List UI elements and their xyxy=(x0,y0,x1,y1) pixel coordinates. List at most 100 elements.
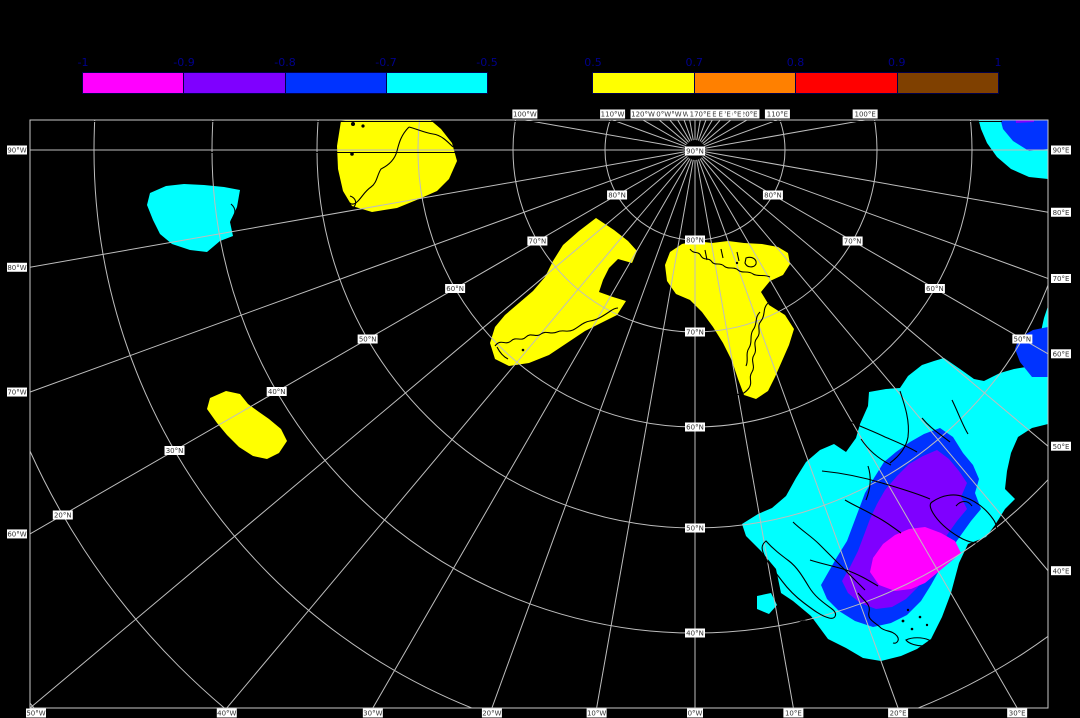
coast-svalbard-fjord-2 xyxy=(720,248,724,259)
region-siberia-corner-blue xyxy=(1000,120,1048,151)
island-dot xyxy=(918,615,922,619)
label-box xyxy=(685,146,705,156)
label-text: 70°W xyxy=(7,389,26,397)
label-box xyxy=(266,387,287,396)
colorbar-positive: 0.5 0.7 0.8 0.9 1 xyxy=(584,56,1002,94)
label-box xyxy=(1051,566,1071,576)
coast-svalbard-fjords xyxy=(689,248,771,278)
parallel-label: 60°N xyxy=(924,284,945,293)
meridian-label: 80°E xyxy=(1051,207,1071,217)
coast-border-1 xyxy=(848,420,918,453)
colorbar-tick-label: -0.8 xyxy=(274,56,296,69)
island-dot xyxy=(521,348,525,352)
map-labels: 180°W170°W160°W150°W140°W130°W120°W110°W… xyxy=(7,109,1071,718)
label-box xyxy=(362,708,383,718)
coast-border-3 xyxy=(889,390,909,464)
label-text: 70°N xyxy=(686,329,704,337)
meridian-line xyxy=(30,156,688,708)
meridian-label: 100°E xyxy=(852,109,878,119)
meridian-label: 50°W xyxy=(26,708,46,718)
label-box xyxy=(7,529,27,539)
label-box xyxy=(687,708,703,718)
parallel-label: 50°N xyxy=(1012,334,1033,344)
meridian-label: 110°W xyxy=(600,109,626,119)
colorbar-tick-label: -0.9 xyxy=(173,56,195,69)
label-text: 10°W xyxy=(587,710,606,718)
coast-border-8 xyxy=(921,417,951,443)
colorbar-segment xyxy=(693,73,795,93)
label-text: 110°E xyxy=(767,111,788,119)
label-text: 90°W xyxy=(7,147,26,155)
colorbar-negative: -1 -0.9 -0.8 -0.7 -0.5 xyxy=(78,56,498,94)
region-siberia-corner-purple xyxy=(1015,120,1034,123)
label-box xyxy=(685,523,705,533)
label-box xyxy=(842,236,863,246)
label-text: 20°E xyxy=(890,710,907,718)
label-text: 40°N xyxy=(268,388,286,396)
meridian-line xyxy=(30,152,686,393)
meridian-line xyxy=(689,120,694,141)
label-box xyxy=(164,446,185,455)
coast-border-9 xyxy=(951,399,969,435)
parallel-label: 50°N xyxy=(357,334,378,344)
label-box xyxy=(685,327,705,337)
meridian-label: 90°W xyxy=(7,145,27,155)
colorbar-tick-label: 1 xyxy=(994,56,1002,69)
coast-border-2 xyxy=(821,470,931,500)
meridian-label: 70°E xyxy=(1051,273,1071,283)
meridian-line xyxy=(30,154,687,535)
label-box xyxy=(852,109,878,119)
colorbar-segment xyxy=(896,73,998,93)
meridian-label: 50°E xyxy=(1051,441,1071,451)
region-svalbard-norway-yellow xyxy=(665,241,794,399)
parallel-label: 60°N xyxy=(685,422,705,432)
meridian-label: 40°E xyxy=(1051,566,1071,575)
label-box xyxy=(512,109,538,119)
colorbar-segment xyxy=(795,73,897,93)
label-text: 120°W xyxy=(631,111,655,119)
label-box xyxy=(481,708,502,718)
colorbar-segment xyxy=(284,73,386,93)
label-text: 80°N xyxy=(608,192,626,200)
colorbar-tick-label: -1 xyxy=(77,56,89,69)
label-box xyxy=(7,145,27,155)
coast-italy-boot xyxy=(761,540,837,619)
map-regions xyxy=(147,120,1048,661)
label-text: 40°N xyxy=(686,630,704,638)
colorbar-tick-label: -0.7 xyxy=(375,56,397,69)
island-dot xyxy=(361,124,365,128)
label-box xyxy=(646,109,672,119)
meridian-label: 10°W xyxy=(586,708,607,718)
label-box xyxy=(216,708,237,718)
label-box xyxy=(924,284,945,293)
colorbar-tick-label: 0.8 xyxy=(786,56,805,69)
label-box xyxy=(1051,349,1071,359)
region-bering-yellow xyxy=(490,218,637,366)
meridian-label: 120°E xyxy=(734,109,760,119)
label-box xyxy=(607,190,628,200)
label-text: 50°W xyxy=(26,710,45,718)
meridian-label: 20°W xyxy=(481,708,502,718)
meridian-label: 20°E xyxy=(888,708,909,718)
island-dot xyxy=(351,122,355,126)
meridian-label: 130°W xyxy=(646,109,672,119)
label-box xyxy=(1051,145,1071,155)
label-box xyxy=(783,708,804,718)
coast-svalbard-fjord-3 xyxy=(736,251,740,262)
parallel-label: 80°N xyxy=(685,235,705,245)
label-text: 70°E xyxy=(1053,275,1070,283)
label-box xyxy=(762,190,783,200)
coast-arctic-island-coast-b xyxy=(408,126,454,148)
label-text: 0°W xyxy=(688,710,703,718)
label-text: 80°E xyxy=(1053,209,1070,217)
label-text: 50°E xyxy=(1053,443,1070,451)
label-box xyxy=(357,334,378,344)
label-box xyxy=(52,510,73,520)
label-text: 90°N xyxy=(686,148,704,156)
colorbar-segment xyxy=(385,73,487,93)
label-box xyxy=(1051,273,1071,283)
colorbar-tick-label: -0.5 xyxy=(476,56,498,69)
colorbar-segment xyxy=(593,73,694,93)
